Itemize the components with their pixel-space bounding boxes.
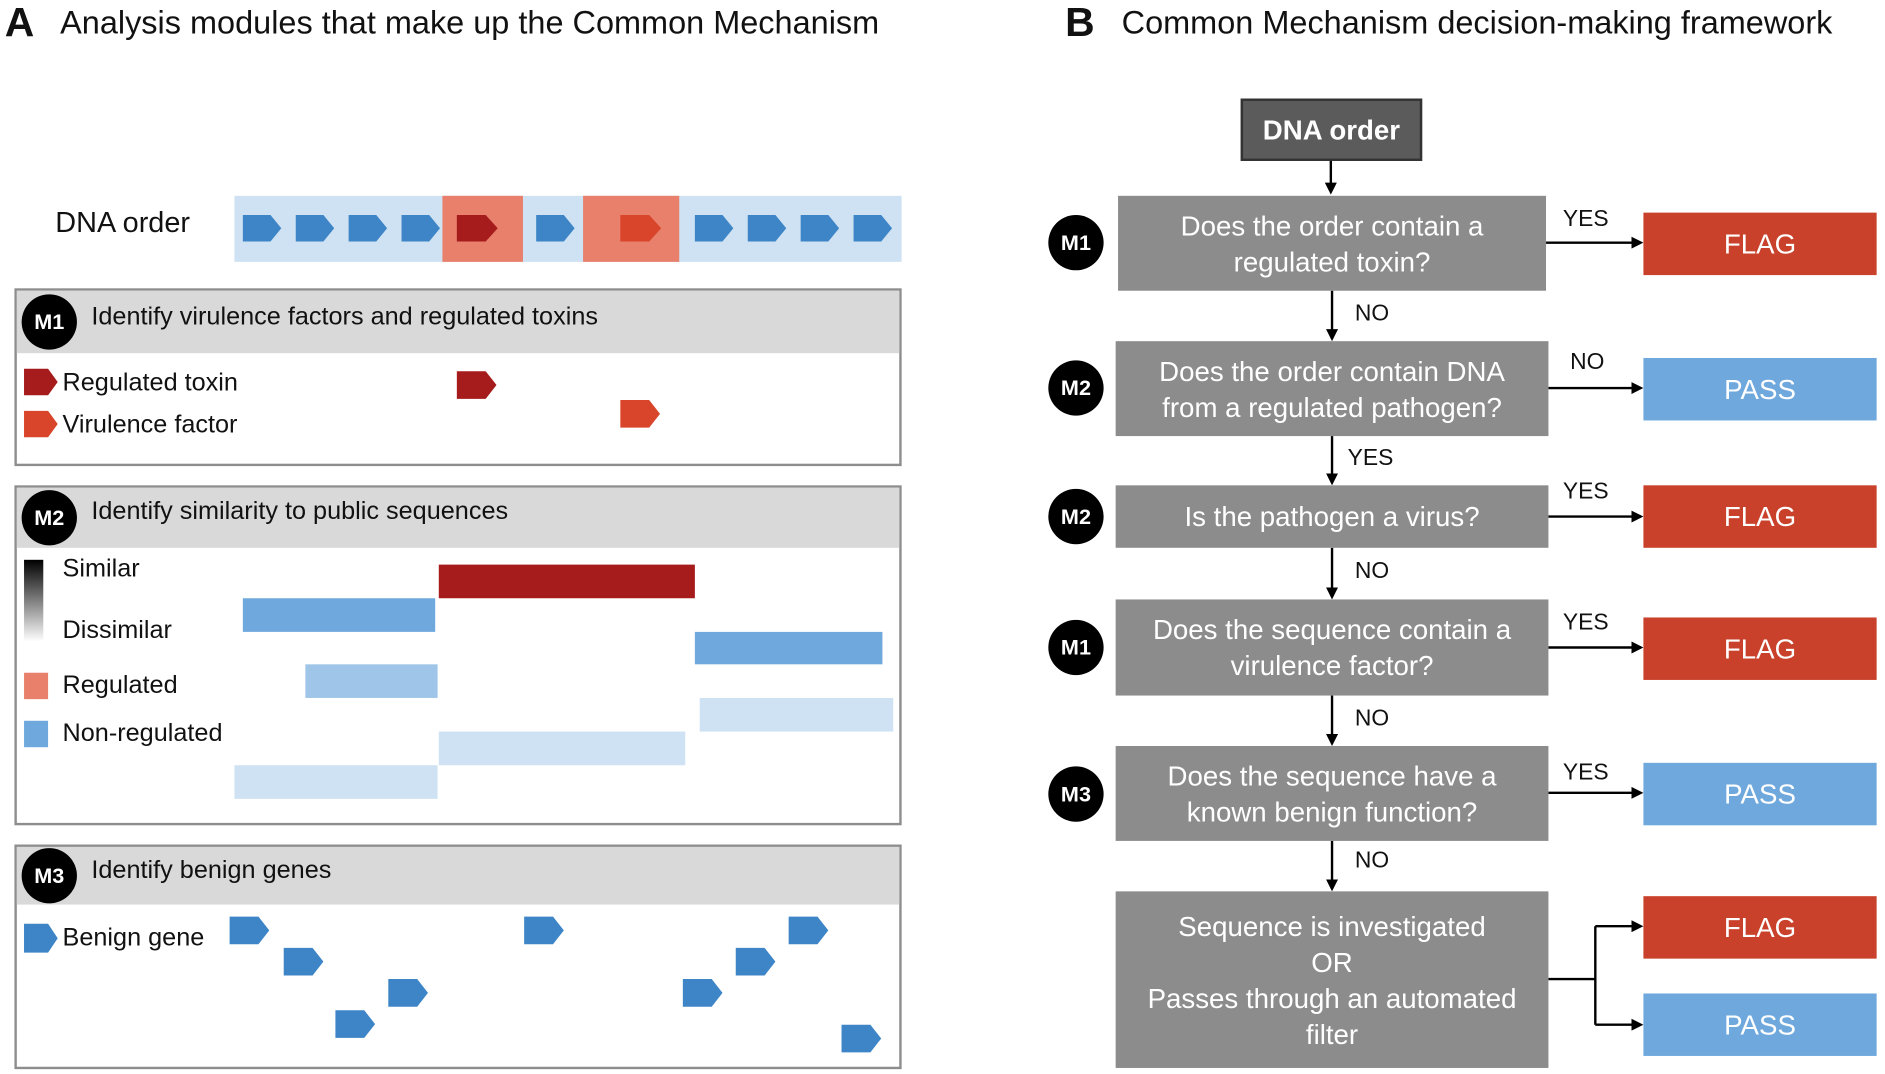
step-1-decision: Does the order contain a regulated toxin… [1118, 195, 1547, 291]
panel-b-title: Common Mechanism decision-making framewo… [1121, 4, 1833, 41]
step-1-badge: M1 [1048, 215, 1104, 271]
virulence-gene-arrow [620, 215, 662, 242]
gene-arrow [295, 215, 335, 242]
alignment-bar [242, 598, 436, 632]
outcome-flag: FLAG [1643, 896, 1877, 959]
gene-arrow [348, 215, 388, 242]
alignment-bar [305, 664, 438, 698]
benign-gene-arrow [283, 947, 324, 976]
gene-arrow [401, 215, 441, 242]
step-3-decision: Is the pathogen a virus? [1115, 485, 1549, 548]
benign-gene-arrow [524, 916, 564, 945]
final-step-line-1: Sequence is investigated [1178, 909, 1486, 942]
legend-dissimilar: Dissimilar [62, 616, 172, 644]
legend-virulence-arrow [24, 410, 58, 438]
outcome-pass: PASS [1643, 762, 1877, 826]
branch-label-yes: YES [1562, 610, 1609, 636]
benign-gene-arrow [229, 916, 270, 945]
virulence-hit-arrow [620, 400, 661, 428]
m2-badge: M2 [21, 490, 77, 546]
panel-b-letter: B [1065, 0, 1095, 46]
branch-label-yes: YES [1347, 445, 1394, 471]
m1-badge: M1 [21, 294, 77, 350]
legend-non-regulated-swatch [24, 720, 49, 748]
outcome-flag: FLAG [1643, 485, 1877, 548]
benign-gene-arrow [335, 1010, 376, 1038]
step-5-badge: M3 [1048, 766, 1104, 822]
step-3-badge: M2 [1048, 488, 1104, 545]
final-step-line-2: OR [1311, 946, 1353, 978]
legend-regulated-toxin: Regulated toxin [62, 368, 238, 397]
benign-gene-arrow [788, 916, 829, 945]
legend-toxin-arrow [24, 368, 58, 396]
alignment-bar [438, 731, 686, 766]
step-4-decision: Does the sequence contain a virulence fa… [1115, 599, 1549, 696]
panel-a-title: Analysis modules that make up the Common… [60, 4, 880, 41]
module-m3-header [16, 846, 900, 905]
step-2-badge: M2 [1048, 360, 1104, 416]
gene-arrow [694, 215, 734, 242]
alignment-bar [694, 631, 883, 665]
benign-gene-arrow [735, 947, 776, 976]
gene-arrow [853, 215, 893, 242]
branch-label-no: NO [1354, 558, 1390, 584]
step-5-decision: Does the sequence have a known benign fu… [1115, 746, 1549, 841]
m1-title: Identify virulence factors and regulated… [91, 302, 598, 331]
step-2-decision: Does the order contain DNA from a regula… [1115, 341, 1549, 437]
benign-gene-arrow [841, 1024, 882, 1053]
dna-order-label: DNA order [55, 206, 191, 240]
branch-label-no: NO [1354, 301, 1390, 327]
branch-label-yes: YES [1562, 479, 1609, 505]
start-node-dna-order: DNA order [1240, 98, 1423, 161]
alignment-bar [438, 564, 695, 599]
similarity-gradient [24, 559, 44, 642]
toxin-hit-arrow [456, 371, 497, 399]
module-m1-header [16, 290, 900, 354]
gene-arrow [536, 215, 575, 242]
legend-benign-gene: Benign gene [62, 923, 205, 952]
outcome-flag: FLAG [1643, 617, 1877, 680]
branch-label-yes: YES [1562, 206, 1609, 232]
module-m2-header [16, 487, 900, 548]
m2-title: Identify similarity to public sequences [91, 497, 509, 525]
outcome-flag: FLAG [1643, 212, 1877, 276]
alignment-bar [234, 765, 438, 799]
toxin-gene-arrow [456, 215, 498, 242]
gene-arrow [747, 215, 787, 242]
branch-label-yes: YES [1562, 760, 1609, 786]
gene-arrow [242, 215, 282, 242]
outcome-pass: PASS [1643, 357, 1877, 421]
final-step-line-3: Passes through an automated filter [1147, 982, 1517, 1050]
legend-regulated: Regulated [62, 671, 178, 700]
outcome-pass: PASS [1643, 993, 1877, 1056]
legend-non-regulated: Non-regulated [62, 719, 223, 748]
branch-label-no: NO [1354, 848, 1390, 874]
benign-gene-arrow [682, 979, 723, 1007]
legend-benign-arrow [24, 923, 58, 953]
m3-badge: M3 [21, 848, 77, 904]
branch-label-no: NO [1570, 349, 1605, 375]
benign-gene-arrow [388, 979, 428, 1007]
gene-arrow [800, 215, 840, 242]
m3-title: Identify benign genes [91, 856, 332, 885]
legend-similar: Similar [62, 555, 140, 583]
final-step: Sequence is investigated OR Passes throu… [1115, 891, 1549, 1068]
panel-a-letter: A [4, 0, 35, 46]
legend-virulence-factor: Virulence factor [62, 410, 238, 439]
step-4-badge: M1 [1048, 619, 1104, 676]
alignment-bar [699, 697, 894, 732]
branch-label-no: NO [1354, 706, 1390, 732]
legend-regulated-swatch [24, 672, 49, 700]
